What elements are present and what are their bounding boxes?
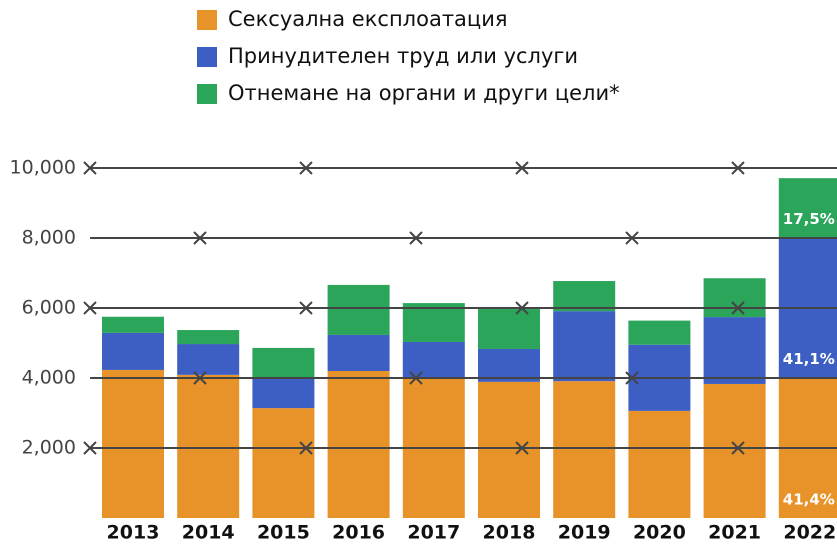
barb bbox=[409, 371, 423, 385]
bar-segment bbox=[327, 334, 390, 371]
x-tick-label: 2016 bbox=[332, 522, 385, 544]
barb bbox=[625, 371, 639, 385]
barb bbox=[409, 231, 423, 245]
bar-segment bbox=[402, 341, 465, 378]
barb bbox=[515, 161, 529, 175]
barb bbox=[515, 441, 529, 455]
bar-segment bbox=[703, 317, 766, 384]
barb bbox=[731, 161, 745, 175]
x-tick-label: 2022 bbox=[783, 522, 836, 544]
bar-segment bbox=[628, 410, 691, 518]
barb bbox=[731, 301, 745, 315]
barb bbox=[731, 441, 745, 455]
barb bbox=[83, 161, 97, 175]
legend-label: Сексуална експлоатация bbox=[228, 7, 508, 31]
bar-segment bbox=[478, 381, 540, 518]
x-tick-label: 2021 bbox=[708, 522, 761, 544]
legend-label: Принудителен труд или услуги bbox=[228, 44, 578, 68]
bar-segment bbox=[252, 378, 315, 409]
x-tick-label: 2019 bbox=[558, 522, 611, 544]
barb bbox=[83, 301, 97, 315]
bar-segment bbox=[252, 347, 315, 378]
value-label: 41,4% bbox=[783, 491, 835, 509]
bar-segment bbox=[177, 374, 240, 518]
legend-swatch bbox=[197, 47, 217, 67]
bar-segment bbox=[327, 284, 390, 335]
bar-segment bbox=[102, 369, 164, 518]
bar-segment bbox=[778, 178, 837, 238]
x-tick-label: 2013 bbox=[107, 522, 160, 544]
bar-segment bbox=[553, 281, 616, 312]
value-label: 41,1% bbox=[783, 350, 835, 368]
y-tick-label: 10,000 bbox=[10, 157, 76, 179]
bar-segment bbox=[402, 303, 465, 342]
x-tick-label: 2020 bbox=[633, 522, 686, 544]
bar-segment bbox=[553, 381, 616, 518]
bar-segment bbox=[102, 316, 164, 333]
y-tick-label: 2,000 bbox=[22, 437, 76, 459]
bar-segment bbox=[177, 330, 240, 345]
barb bbox=[83, 441, 97, 455]
bar-segment bbox=[478, 309, 540, 349]
y-tick-label: 4,000 bbox=[22, 367, 76, 389]
barb bbox=[193, 371, 207, 385]
x-tick-label: 2017 bbox=[407, 522, 460, 544]
bar-segment bbox=[327, 371, 390, 518]
y-tick-label: 6,000 bbox=[22, 297, 76, 319]
barb bbox=[515, 301, 529, 315]
bar-segment bbox=[553, 311, 616, 382]
bar-segment bbox=[177, 344, 240, 375]
x-tick-label: 2015 bbox=[257, 522, 310, 544]
bar-segment bbox=[252, 408, 315, 518]
legend-label: Отнемане на органи и други цели* bbox=[228, 81, 620, 105]
y-tick-label: 8,000 bbox=[22, 227, 76, 249]
barb bbox=[625, 231, 639, 245]
x-tick-label: 2014 bbox=[182, 522, 235, 544]
barb bbox=[299, 441, 313, 455]
legend-swatch bbox=[197, 84, 217, 104]
barb bbox=[299, 161, 313, 175]
bar-segment bbox=[102, 332, 164, 370]
barb bbox=[299, 301, 313, 315]
legend-swatch bbox=[197, 10, 217, 30]
value-label: 17,5% bbox=[783, 210, 835, 228]
bar-segment bbox=[628, 320, 691, 345]
bar-segment bbox=[478, 348, 540, 382]
barb bbox=[193, 231, 207, 245]
x-tick-label: 2018 bbox=[483, 522, 536, 544]
